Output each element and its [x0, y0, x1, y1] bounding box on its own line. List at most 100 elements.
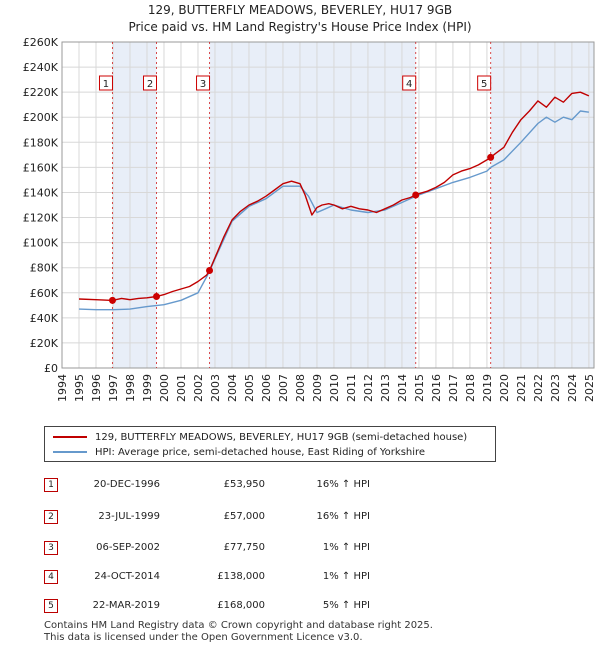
sale-number-badge: 4 [44, 570, 58, 584]
x-tick-label: 2013 [379, 374, 392, 402]
sale-label: 4 [406, 79, 412, 90]
y-tick-label: £120K [23, 212, 59, 225]
sale-row: 2 23-JUL-1999 £57,000 16% ↑ HPI [0, 507, 600, 525]
x-tick-label: 2011 [345, 374, 358, 402]
legend-item-property: 129, BUTTERFLY MEADOWS, BEVERLEY, HU17 9… [53, 430, 467, 444]
sale-number-badge: 1 [44, 478, 58, 492]
y-tick-label: £240K [23, 61, 59, 74]
sale-point [108, 296, 116, 304]
x-tick-label: 2024 [566, 374, 579, 402]
x-tick-label: 2018 [464, 374, 477, 402]
x-tick-label: 1996 [90, 374, 103, 402]
sale-label-box [477, 75, 492, 91]
x-tick-label: 2022 [532, 374, 545, 402]
x-tick-label: 2020 [498, 374, 511, 402]
y-tick-label: £180K [23, 136, 59, 149]
sale-date: 06-SEP-2002 [96, 542, 160, 553]
x-tick-label: 2012 [362, 374, 375, 402]
sale-hpi-diff: 16% ↑ HPI [316, 511, 370, 522]
y-tick-label: £140K [23, 186, 59, 199]
legend-label-property: 129, BUTTERFLY MEADOWS, BEVERLEY, HU17 9… [95, 431, 468, 443]
y-tick-label: £100K [23, 237, 59, 250]
legend: 129, BUTTERFLY MEADOWS, BEVERLEY, HU17 9… [44, 426, 496, 462]
sale-label-box [143, 75, 158, 91]
plot-frame [61, 41, 595, 369]
sale-label-box [196, 75, 211, 91]
x-tick-label: 2021 [515, 374, 528, 402]
sale-number-badge: 3 [44, 541, 58, 555]
x-tick-label: 2015 [413, 374, 426, 402]
footer-copyright: Contains HM Land Registry data © Crown c… [44, 620, 433, 631]
y-tick-label: £160K [23, 161, 59, 174]
sale-number-badge: 5 [44, 599, 58, 613]
y-tick-label: £80K [30, 262, 59, 275]
sale-date: 22-MAR-2019 [92, 600, 160, 611]
sale-label: 2 [147, 79, 153, 90]
x-tick-label: 2004 [226, 374, 239, 402]
sale-label-box [402, 75, 417, 91]
chart-title: 129, BUTTERFLY MEADOWS, BEVERLEY, HU17 9… [147, 3, 453, 17]
sale-point [412, 191, 420, 199]
footer: Contains HM Land Registry data © Crown c… [44, 620, 433, 644]
x-tick-label: 2014 [396, 374, 409, 402]
y-tick-label: £200K [23, 111, 59, 124]
x-tick-label: 1997 [107, 374, 120, 402]
property-price-line [78, 91, 590, 302]
ownership-shade [490, 42, 594, 368]
x-tick-label: 2008 [294, 374, 307, 402]
sale-row: 1 20-DEC-1996 £53,950 16% ↑ HPI [0, 475, 600, 493]
sale-row: 5 22-MAR-2019 £168,000 5% ↑ HPI [0, 596, 600, 614]
x-tick-label: 2010 [328, 374, 341, 402]
x-tick-label: 2023 [549, 374, 562, 402]
x-tick-label: 2006 [260, 374, 273, 402]
sale-hpi-diff: 1% ↑ HPI [322, 542, 370, 553]
sale-label: 5 [481, 79, 487, 90]
legend-swatch-hpi [53, 451, 87, 453]
x-tick-label: 2019 [481, 374, 494, 402]
sale-price: £57,000 [223, 511, 265, 522]
price-chart: £0 £20K £40K £60K £80K £100K £120K £140K £160K £1… [23, 36, 596, 402]
sale-label-box [98, 75, 113, 91]
y-tick-label: £0 [44, 362, 58, 375]
x-tick-label: 2003 [209, 374, 222, 402]
sale-point [487, 153, 495, 161]
sale-price: £168,000 [217, 600, 265, 611]
sale-label: 3 [200, 79, 206, 90]
y-tick-label: £40K [30, 312, 59, 325]
x-tick-label: 2009 [311, 374, 324, 402]
y-tick-label: £60K [30, 287, 59, 300]
x-tick-label: 2005 [243, 374, 256, 402]
legend-item-hpi: HPI: Average price, semi-detached house,… [53, 445, 425, 459]
sale-label: 1 [103, 79, 109, 90]
sale-price: £77,750 [223, 542, 265, 553]
y-tick-label: £220K [23, 86, 59, 99]
sale-row: 4 24-OCT-2014 £138,000 1% ↑ HPI [0, 567, 600, 585]
sale-price: £138,000 [217, 571, 265, 582]
x-tick-label: 2002 [192, 374, 205, 402]
legend-swatch-property [53, 436, 87, 438]
x-tick-label: 1998 [124, 374, 137, 402]
sale-number-badge: 2 [44, 510, 58, 524]
x-tick-label: 2025 [583, 374, 596, 402]
sale-date: 24-OCT-2014 [94, 571, 160, 582]
legend-label-hpi: HPI: Average price, semi-detached house,… [95, 446, 426, 458]
sale-hpi-diff: 1% ↑ HPI [322, 571, 370, 582]
y-tick-label: £20K [30, 337, 59, 350]
x-tick-label: 1995 [73, 374, 86, 402]
y-tick-label: £260K [23, 36, 59, 49]
sale-hpi-diff: 5% ↑ HPI [322, 600, 370, 611]
ownership-shade [112, 42, 157, 368]
sale-date: 20-DEC-1996 [93, 479, 160, 490]
sale-row: 3 06-SEP-2002 £77,750 1% ↑ HPI [0, 538, 600, 556]
sale-price: £53,950 [223, 479, 265, 490]
x-tick-label: 1999 [141, 374, 154, 402]
x-tick-label: 2016 [430, 374, 443, 402]
x-tick-label: 2001 [175, 374, 188, 402]
sale-hpi-diff: 16% ↑ HPI [316, 479, 370, 490]
x-tick-label: 2017 [447, 374, 460, 402]
hpi-line [78, 110, 589, 311]
chart-subtitle: Price paid vs. HM Land Registry's House … [128, 20, 472, 34]
sale-point [153, 293, 161, 301]
footer-license: This data is licensed under the Open Gov… [44, 632, 363, 643]
x-tick-label: 1994 [56, 374, 69, 402]
